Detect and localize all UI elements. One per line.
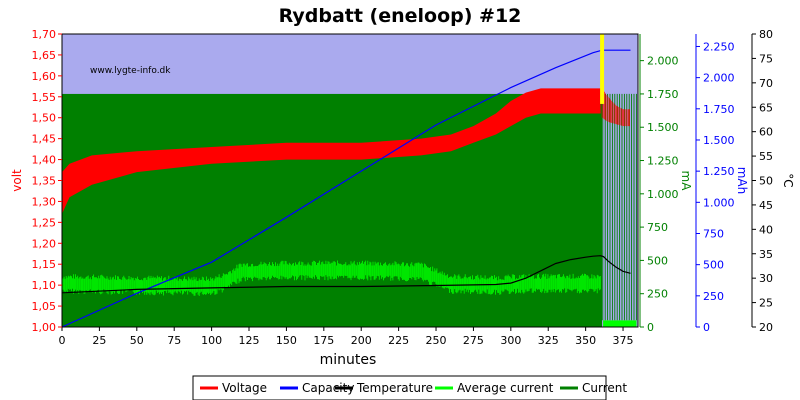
x-tick-label: 350 [575,334,596,347]
mah-tick-label: 750 [703,227,724,240]
celsius-tick-label: 55 [759,150,773,163]
x-tick-label: 125 [239,334,260,347]
x-axis-label: minutes [320,352,377,368]
legend-box [192,375,607,400]
mah-tick-label: 1.250 [703,165,735,178]
ma-tick-label: 0 [647,321,654,334]
x-tick-label: 325 [538,334,559,347]
ma-tick-label: 1.750 [647,88,679,101]
celsius-tick-label: 80 [759,28,773,41]
mah-tick-label: 1.000 [703,196,735,209]
charge-end-marker [600,34,605,104]
celsius-tick-label: 60 [759,126,773,139]
x-tick-label: 275 [463,334,484,347]
legend-label: Current [582,381,627,395]
celsius-tick-label: 35 [759,248,773,261]
chart-title: Rydbatt (eneloop) #12 [279,5,522,27]
x-tick-label: 375 [613,334,634,347]
legend-label: Capacity [302,381,354,395]
celsius-tick-label: 65 [759,101,773,114]
ma-tick-label: 1.250 [647,155,679,168]
celsius-tick-label: 25 [759,297,773,310]
mah-tick-label: 250 [703,290,724,303]
volt-tick-label: 1,70 [32,28,57,41]
average-current-after [603,320,637,327]
celsius-tick-label: 20 [759,321,773,334]
volt-tick-label: 1,50 [32,112,57,125]
ma-tick-label: 1.500 [647,121,679,134]
volt-tick-label: 1,15 [32,258,57,271]
x-tick-label: 75 [167,334,181,347]
celsius-tick-label: 45 [759,199,773,212]
temperature-series [61,255,631,294]
volt-tick-label: 1,40 [32,154,57,167]
mah-tick-label: 2.250 [703,40,735,53]
x-tick-label: 300 [500,334,521,347]
x-tick-label: 250 [426,334,447,347]
axes: 0 25 50 75 100 125 150 175 200 225 250 275 300 325 350… [10,28,795,347]
mah-axis-label: mAh [735,167,749,195]
legend-label: Voltage [222,381,267,395]
mah-tick-label: 2.000 [703,72,735,85]
ma-tick-label: 2.000 [647,55,679,68]
volt-tick-label: 1,45 [32,133,57,146]
x-tick-label: 100 [201,334,222,347]
volt-tick-label: 1,30 [32,195,57,208]
capacity-series [61,49,631,328]
celsius-tick-label: 40 [759,223,773,236]
legend: Voltage Capacity Temperature Average curren… [192,375,627,400]
x-tick-label: 150 [276,334,297,347]
current-pulses [602,93,637,321]
voltage-band [62,88,601,214]
mah-tick-label: 1.750 [703,103,735,116]
volt-tick-label: 1,60 [32,70,57,83]
celsius-tick-label: 75 [759,52,773,65]
ma-tick-label: 1.000 [647,188,679,201]
volt-tick-label: 1,25 [32,216,57,229]
watermark-text: www.lygte-info.dk [90,66,171,76]
x-tick-label: 50 [130,334,144,347]
volt-axis-label: volt [10,169,24,192]
volt-tick-label: 1,65 [32,49,57,62]
x-tick-label: 0 [59,334,66,347]
mah-tick-label: 0 [703,321,710,334]
celsius-axis-label: °C [781,173,795,187]
celsius-tick-label: 50 [759,175,773,188]
volt-tick-label: 1,55 [32,91,57,104]
celsius-tick-label: 30 [759,272,773,285]
volt-tick-label: 1,35 [32,175,57,188]
x-tick-label: 25 [92,334,106,347]
ma-tick-label: 750 [647,221,668,234]
volt-tick-label: 1,20 [32,237,57,250]
ma-axis-label: mA [679,171,693,192]
celsius-tick-label: 70 [759,77,773,90]
mah-tick-label: 500 [703,259,724,272]
volt-tick-label: 1,05 [32,300,57,313]
mah-tick-label: 1.500 [703,134,735,147]
x-tick-label: 175 [313,334,334,347]
legend-label: Temperature [356,381,433,395]
ma-tick-label: 250 [647,288,668,301]
plot-area [61,34,638,328]
ma-tick-label: 500 [647,254,668,267]
volt-tick-label: 1,10 [32,279,57,292]
x-tick-label: 200 [351,334,372,347]
legend-label: Average current [457,381,554,395]
volt-tick-label: 1,00 [32,321,57,334]
x-tick-label: 225 [388,334,409,347]
